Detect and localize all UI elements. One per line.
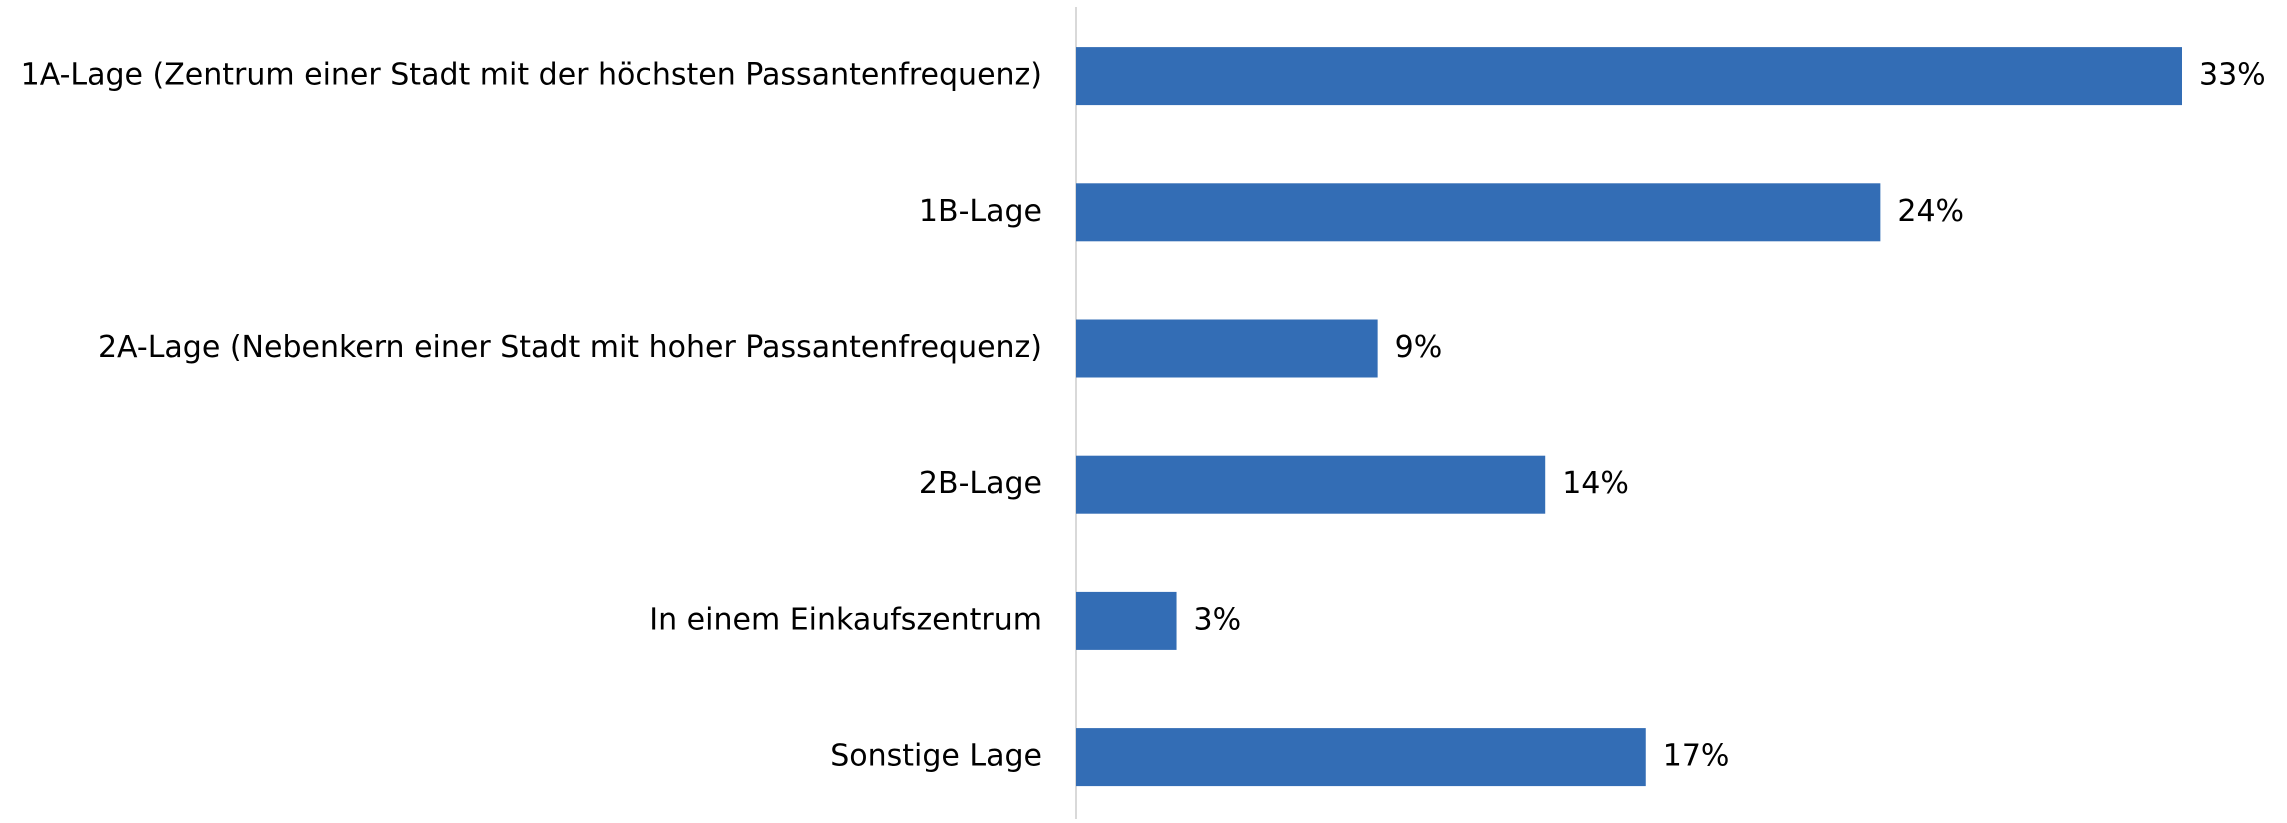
y-tick-label: 1B-Lage — [919, 194, 1042, 229]
bar — [1076, 591, 1177, 650]
y-tick-label: 2B-Lage — [919, 466, 1042, 501]
y-tick-label: 2A-Lage (Nebenkern einer Stadt mit hoher… — [98, 330, 1042, 365]
data-label: 14% — [1562, 466, 1629, 501]
data-label: 33% — [2199, 58, 2266, 93]
bar — [1076, 728, 1646, 787]
data-label: 24% — [1897, 194, 1964, 229]
data-label: 9% — [1395, 330, 1443, 365]
bar — [1076, 455, 1546, 514]
data-label: 3% — [1194, 602, 1242, 637]
bar — [1076, 47, 2182, 106]
y-tick-label: In einem Einkaufszentrum — [649, 602, 1042, 637]
y-tick-label: 1A-Lage (Zentrum einer Stadt mit der höc… — [21, 58, 1042, 93]
bar — [1076, 183, 1881, 242]
data-label: 17% — [1663, 739, 1730, 774]
bar — [1076, 319, 1378, 378]
y-tick-label: Sonstige Lage — [830, 739, 1042, 774]
